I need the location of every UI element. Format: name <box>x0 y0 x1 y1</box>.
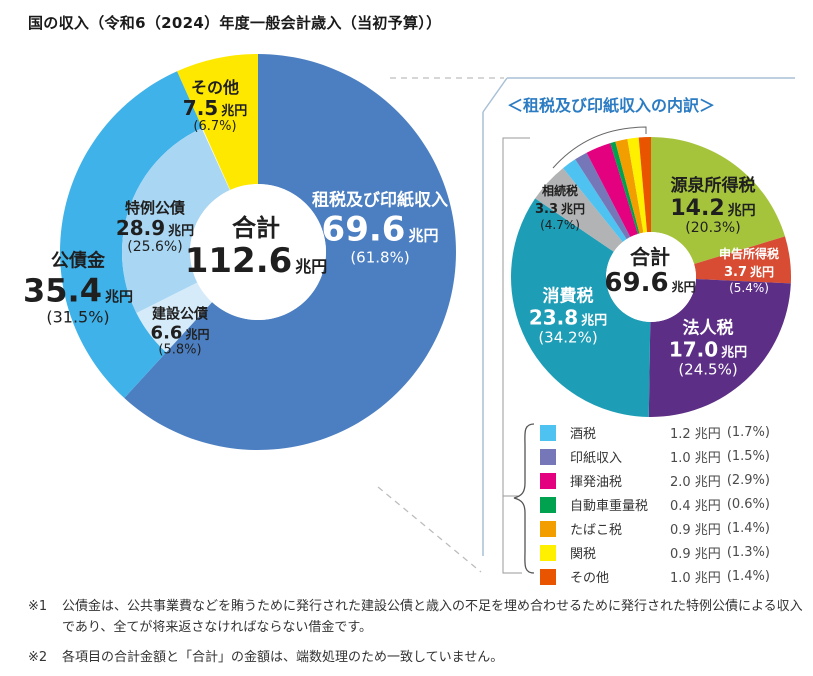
legend-percent: (1.7%) <box>726 425 770 440</box>
legend-amount: 0.9 兆円 <box>670 523 721 538</box>
pie-frame-bracket <box>502 137 530 574</box>
legend-label: 自動車重量税 <box>570 499 649 514</box>
footnote-text: 公債金は、公共事業費などを賄うために発行された建設公債と歳入の不足を埋め合わせる… <box>62 599 803 636</box>
national-revenue-donut <box>59 54 456 451</box>
legend-brace <box>513 423 535 574</box>
label-construction-bonds: 建設公債 6.6 兆円 (5.8%) <box>150 306 210 358</box>
pie-slice-たばこ税 <box>615 139 644 234</box>
pie-slice-申告所得税 <box>694 236 791 284</box>
connector-dashed-bottom <box>377 486 482 573</box>
label-consumption-tax: 消費税 23.8 兆円 (34.2%) <box>528 286 608 347</box>
label-self-assessed-income-tax: 申告所得税 3.7 兆円 (5.4%) <box>718 246 780 295</box>
tax-breakdown-donut <box>510 137 791 417</box>
legend-row: 関税 0.9 兆円 (1.3%) <box>540 543 770 562</box>
footnote-marker: ※1 <box>28 599 48 614</box>
legend-color-chip <box>540 472 556 489</box>
legend-color-chip <box>540 496 556 513</box>
pie-slice-印紙収入 <box>575 152 631 240</box>
legend-percent: (1.4%) <box>726 569 770 584</box>
legend-row: 酒税 1.2 兆円 (1.7%) <box>540 423 770 442</box>
pie-slice-自動車重量税 <box>610 141 640 234</box>
pie-slice-関税 <box>627 137 648 233</box>
label-tax-stamp-revenue: 租税及び印紙収入 69.6 兆円 (61.8%) <box>312 190 448 267</box>
footnote-text: 各項目の合計金額と「合計」の金額は、端数処理のため一致していません。 <box>62 649 504 665</box>
label-government-bonds: 公債金 35.4 兆円 (31.5%) <box>23 250 133 327</box>
small-slices-arc <box>552 126 647 169</box>
legend-color-chip <box>540 520 556 537</box>
pie-slice-揮発油税 <box>586 143 638 238</box>
footnote-1: ※1 公債金は、公共事業費などを賄うために発行された建設公債と歳入の不足を埋め合… <box>28 596 810 639</box>
pie-slice-特例公債 <box>122 128 230 313</box>
pie-slice-建設公債 <box>136 282 213 353</box>
pie-slice-法人税 <box>648 279 791 417</box>
decoration-lines <box>377 77 795 574</box>
pie-slice-源泉所得税 <box>651 137 785 264</box>
legend-amount: 2.0 兆円 <box>670 475 721 490</box>
legend-color-chip <box>540 448 556 465</box>
page-title: 国の収入（令和6（2024）年度一般会計歳入（当初予算）） <box>28 14 442 32</box>
legend-amount: 1.0 兆円 <box>670 571 721 586</box>
legend-percent: (1.5%) <box>726 449 770 464</box>
pie-slice-その他 <box>177 54 258 190</box>
legend-color-chip <box>540 424 556 441</box>
footnote-marker: ※2 <box>28 649 48 665</box>
label-grand-total: 合計 112.6 兆円 <box>184 213 328 282</box>
legend-color-chip <box>540 568 556 585</box>
legend-percent: (1.4%) <box>726 521 770 536</box>
legend-label: 関税 <box>570 547 597 562</box>
pie-slice-酒税 <box>563 159 627 242</box>
label-tax-total: 合計 69.6 兆円 <box>604 244 696 298</box>
footnote-2: ※2 各項目の合計金額と「合計」の金額は、端数処理のため一致していません。 <box>28 647 810 668</box>
label-corporate-tax: 法人税 17.0 兆円 (24.5%) <box>668 318 748 379</box>
legend-color-chip <box>540 544 556 561</box>
legend-label: その他 <box>570 571 610 586</box>
breakdown-panel-border <box>482 77 795 556</box>
legend-percent: (1.3%) <box>726 545 770 560</box>
legend-row: 自動車重量税 0.4 兆円 (0.6%) <box>540 495 770 514</box>
legend-label: たばこ税 <box>570 523 623 538</box>
legend-label: 印紙収入 <box>570 451 623 466</box>
legend-row: 揮発油税 2.0 兆円 (2.9%) <box>540 471 770 490</box>
label-other-revenue: その他 7.5 兆円 (6.7%) <box>182 78 248 135</box>
tax-legend: 酒税 1.2 兆円 (1.7%) 印紙収入 1.0 兆円 (1.5%) 揮発油税… <box>540 423 770 591</box>
breakdown-panel-title: ＜租税及び印紙収入の内訳＞ <box>506 96 716 115</box>
legend-row: 印紙収入 1.0 兆円 (1.5%) <box>540 447 770 466</box>
legend-amount: 0.9 兆円 <box>670 547 721 562</box>
pie-slice-消費税 <box>510 198 651 417</box>
label-special-bonds: 特例公債 28.9 兆円 (25.6%) <box>115 199 195 255</box>
segment-name: 租税及び印紙収入 <box>312 190 448 211</box>
pie-slice-租税及び印紙収入 <box>124 54 456 451</box>
legend-percent: (0.6%) <box>726 497 770 512</box>
pie-slice-相続税 <box>535 168 623 252</box>
donut-hole <box>606 232 696 322</box>
footnotes: ※1 公債金は、公共事業費などを賄うために発行された建設公債と歳入の不足を埋め合… <box>28 596 810 676</box>
pie-slice-その他 <box>638 137 651 233</box>
legend-percent: (2.9%) <box>726 473 770 488</box>
label-withholding-income-tax: 源泉所得税 14.2 兆円 (20.3%) <box>670 175 756 237</box>
legend-amount: 1.0 兆円 <box>670 451 721 466</box>
legend-row: たばこ税 0.9 兆円 (1.4%) <box>540 519 770 538</box>
legend-label: 揮発油税 <box>570 475 623 490</box>
legend-amount: 0.4 兆円 <box>670 499 721 514</box>
pie-slice-公債金 <box>59 71 203 399</box>
label-inheritance-tax: 相続税 3.3 兆円 (4.7%) <box>534 183 586 232</box>
donut-hole <box>190 184 326 320</box>
legend-row: その他 1.0 兆円 (1.4%) <box>540 567 770 586</box>
legend-amount: 1.2 兆円 <box>670 427 721 442</box>
legend-label: 酒税 <box>570 427 597 442</box>
